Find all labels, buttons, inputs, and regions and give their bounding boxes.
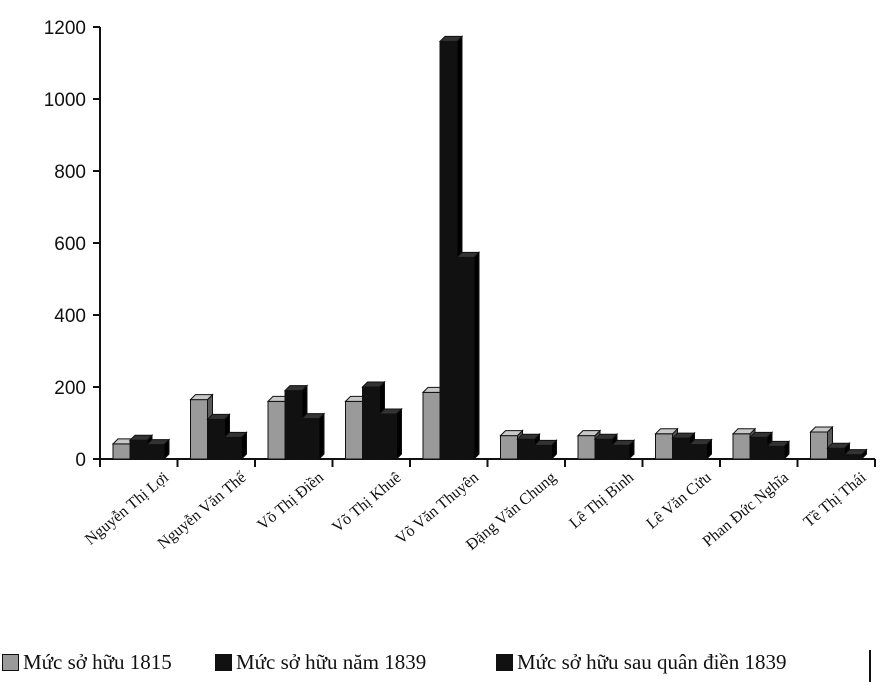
bar-1839-top [826, 442, 851, 449]
bar-1815-top [654, 428, 679, 435]
bar-1839-top [283, 385, 309, 392]
legend-label-1815: Mức sở hữu 1815 [23, 650, 172, 674]
bar-1815-top [189, 394, 214, 401]
bar-1815-top [809, 426, 834, 433]
legend-swatch-1839 [215, 654, 232, 671]
bar-after-1839-top [223, 431, 248, 438]
bar-1839 [284, 390, 303, 460]
bar-after-1839-top [455, 251, 481, 258]
bar-1839-top [748, 431, 774, 438]
bar-after-1839-top [378, 408, 403, 415]
x-category-label: Võ Thị Khuê [329, 469, 404, 536]
legend-label-1839: Mức sở hữu năm 1839 [236, 650, 427, 674]
legend-item-1839: Mức sở hữu năm 1839 [215, 650, 426, 675]
bar-1815 [732, 433, 751, 460]
y-tick-label: 800 [54, 162, 86, 183]
legend: Mức sở hữu 1815 Mức sở hữu năm 1839 Mức … [0, 650, 880, 684]
bar-1815 [112, 443, 131, 460]
bar-after-1839 [379, 413, 397, 460]
bar-1815-top [499, 430, 524, 437]
bar-1839-top [361, 381, 386, 388]
bar-1839-top [206, 413, 231, 420]
bar-after-1839 [611, 444, 630, 460]
bar-1815 [422, 391, 441, 460]
bar-after-1839-top [610, 439, 636, 446]
bar-1815 [577, 435, 596, 460]
bar-1815-top [576, 430, 602, 437]
bar-1815 [500, 435, 518, 460]
bar-1839 [749, 436, 768, 460]
bar-after-1839 [301, 418, 320, 460]
bar-1815 [267, 400, 286, 460]
bar-after-1839-top [688, 439, 713, 446]
x-category-label: Lê Văn Cửu [643, 469, 714, 533]
y-tick-label: 400 [54, 306, 86, 327]
bar-after-1839-top [145, 439, 171, 446]
bar-after-1839 [224, 436, 242, 460]
bar-after-1839-side [473, 251, 480, 461]
bar-after-1839 [689, 444, 707, 460]
bar-1815-top [731, 428, 757, 435]
bar-1839-top [128, 434, 154, 441]
legend-swatch-1815 [2, 654, 19, 671]
bar-1839 [129, 439, 148, 460]
y-tick-label: 0 [75, 450, 86, 471]
legend-label-after-1839: Mức sở hữu sau quân điền 1839 [517, 650, 787, 674]
bar-1839 [594, 438, 613, 460]
bar-after-1839 [456, 256, 475, 460]
y-tick-label: 1200 [44, 18, 86, 39]
legend-item-1815: Mức sở hữu 1815 [2, 650, 172, 675]
bar-1815 [190, 399, 208, 460]
bar-after-1839-top [765, 440, 791, 447]
y-tick-label: 1000 [44, 90, 86, 111]
legend-item-after-1839: Mức sở hữu sau quân điền 1839 [496, 650, 787, 675]
bar-1839 [827, 447, 845, 460]
legend-swatch-after-1839 [496, 654, 513, 671]
bar-1815 [810, 431, 828, 460]
bar-after-1839-side [396, 407, 402, 461]
bar-1815 [345, 400, 363, 460]
bar-after-1839-top [300, 413, 326, 420]
x-category-label: Lê Thị Bình [566, 469, 637, 532]
bar-1839-top [671, 432, 696, 439]
bar-after-1839-top [843, 449, 868, 456]
bar-1839 [517, 438, 535, 460]
bar-after-1839 [146, 444, 165, 460]
bar-after-1839 [534, 444, 552, 460]
bar-1839 [207, 418, 225, 460]
x-category-label: Võ Thị Điền [254, 469, 327, 534]
bar-after-1839-side [318, 412, 325, 461]
y-tick-label: 200 [54, 378, 86, 399]
bar-1839-top [438, 35, 464, 42]
x-category-label: Tề Thị Thái [801, 469, 870, 531]
bar-after-1839-top [533, 439, 558, 446]
legend-border [869, 650, 871, 682]
bar-1839-top [516, 433, 541, 440]
bar-1839 [672, 437, 690, 460]
bar-1839 [362, 386, 380, 460]
bar-1839 [439, 40, 458, 460]
bar-after-1839 [844, 454, 862, 460]
bar-1815 [655, 433, 673, 460]
bar-after-1839 [766, 445, 785, 460]
bar-1839-top [593, 433, 619, 440]
y-tick-label: 600 [54, 234, 86, 255]
